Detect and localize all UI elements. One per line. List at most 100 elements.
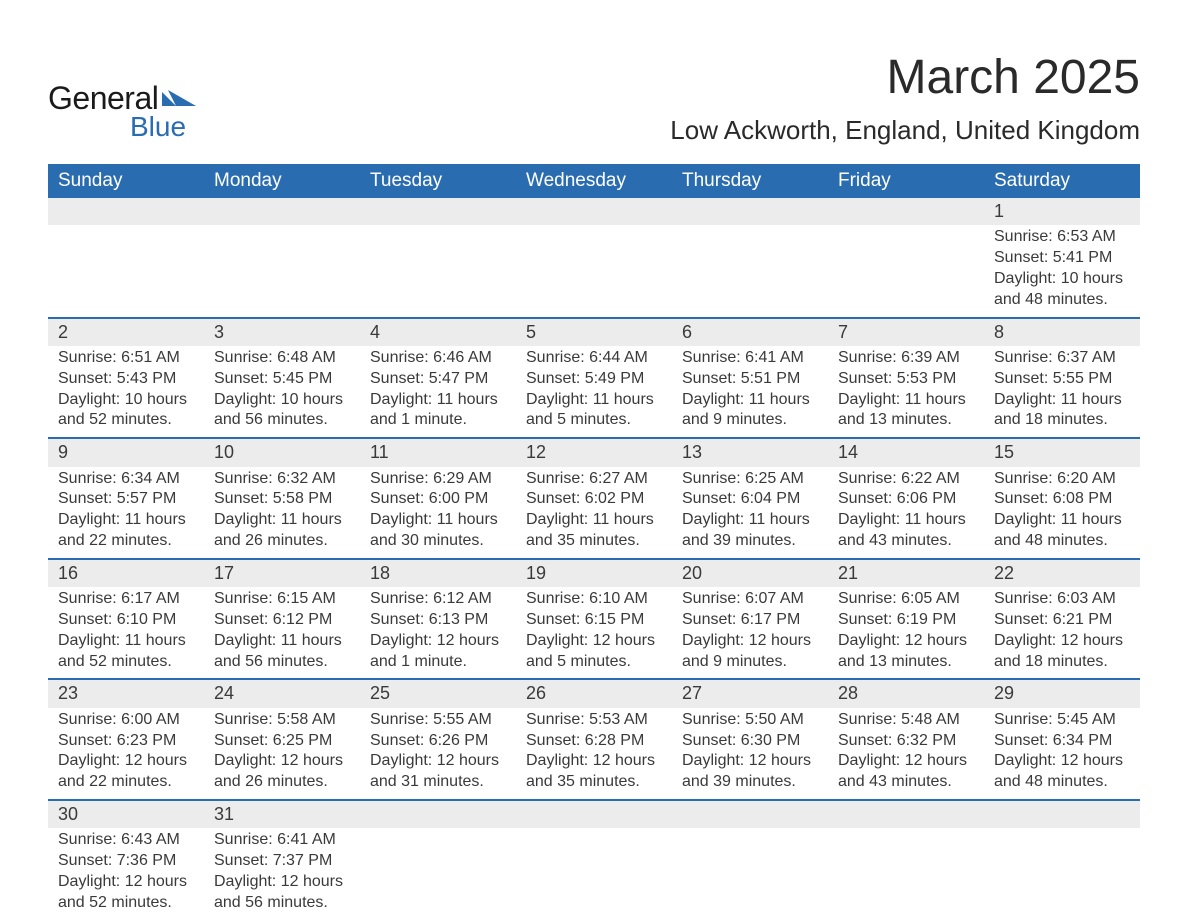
daylight-text-2: and 52 minutes. (58, 893, 194, 914)
daylight-text-1: Daylight: 11 hours (58, 631, 194, 652)
day-number-cell: 27 (672, 679, 828, 707)
sunrise-text: Sunrise: 6:37 AM (994, 348, 1130, 369)
day-number-cell (204, 198, 360, 225)
daylight-text-2: and 22 minutes. (58, 531, 194, 552)
day-detail-cell: Sunrise: 6:44 AMSunset: 5:49 PMDaylight:… (516, 346, 672, 438)
sunrise-text: Sunrise: 6:22 AM (838, 469, 974, 490)
sunrise-text: Sunrise: 6:41 AM (214, 830, 350, 851)
sunrise-text: Sunrise: 6:15 AM (214, 589, 350, 610)
sunset-text: Sunset: 6:32 PM (838, 731, 974, 752)
daylight-text-1: Daylight: 12 hours (214, 751, 350, 772)
day-number-cell: 10 (204, 438, 360, 466)
daylight-text-2: and 30 minutes. (370, 531, 506, 552)
day-detail-cell: Sunrise: 6:12 AMSunset: 6:13 PMDaylight:… (360, 587, 516, 679)
day-number-cell: 14 (828, 438, 984, 466)
sunrise-text: Sunrise: 6:12 AM (370, 589, 506, 610)
day-number-cell: 1 (984, 198, 1140, 225)
daylight-text-1: Daylight: 12 hours (838, 631, 974, 652)
day-number-cell (516, 198, 672, 225)
daylight-text-2: and 22 minutes. (58, 772, 194, 793)
day-number-cell: 15 (984, 438, 1140, 466)
sunrise-text: Sunrise: 6:03 AM (994, 589, 1130, 610)
day-detail-cell: Sunrise: 5:50 AMSunset: 6:30 PMDaylight:… (672, 708, 828, 800)
sunrise-text: Sunrise: 6:41 AM (682, 348, 818, 369)
sunset-text: Sunset: 5:58 PM (214, 489, 350, 510)
day-detail-cell (672, 225, 828, 317)
day-detail-cell (828, 828, 984, 919)
day-detail-cell (204, 225, 360, 317)
sunset-text: Sunset: 6:00 PM (370, 489, 506, 510)
day-detail-cell: Sunrise: 6:05 AMSunset: 6:19 PMDaylight:… (828, 587, 984, 679)
daylight-text-2: and 56 minutes. (214, 893, 350, 914)
day-detail-cell (360, 225, 516, 317)
day-detail-cell: Sunrise: 6:41 AMSunset: 5:51 PMDaylight:… (672, 346, 828, 438)
day-number-cell: 29 (984, 679, 1140, 707)
sunset-text: Sunset: 6:28 PM (526, 731, 662, 752)
sunrise-text: Sunrise: 6:27 AM (526, 469, 662, 490)
sunrise-text: Sunrise: 6:46 AM (370, 348, 506, 369)
sunrise-text: Sunrise: 6:17 AM (58, 589, 194, 610)
daylight-text-2: and 9 minutes. (682, 410, 818, 431)
weekday-header: Sunday (48, 164, 204, 198)
daylight-text-1: Daylight: 11 hours (214, 510, 350, 531)
daylight-text-1: Daylight: 11 hours (994, 390, 1130, 411)
weekday-header: Friday (828, 164, 984, 198)
sunrise-text: Sunrise: 5:55 AM (370, 710, 506, 731)
day-detail-cell: Sunrise: 6:29 AMSunset: 6:00 PMDaylight:… (360, 467, 516, 559)
daylight-text-1: Daylight: 12 hours (526, 751, 662, 772)
sunrise-text: Sunrise: 6:48 AM (214, 348, 350, 369)
brand-logo: General Blue (48, 80, 196, 143)
day-detail-cell: Sunrise: 5:58 AMSunset: 6:25 PMDaylight:… (204, 708, 360, 800)
daylight-text-1: Daylight: 11 hours (994, 510, 1130, 531)
day-detail-row: Sunrise: 6:51 AMSunset: 5:43 PMDaylight:… (48, 346, 1140, 438)
sunrise-text: Sunrise: 6:39 AM (838, 348, 974, 369)
weekday-header: Monday (204, 164, 360, 198)
daylight-text-2: and 1 minute. (370, 652, 506, 673)
day-detail-cell (516, 225, 672, 317)
day-detail-cell: Sunrise: 6:53 AMSunset: 5:41 PMDaylight:… (984, 225, 1140, 317)
day-number-cell: 6 (672, 318, 828, 346)
daylight-text-2: and 48 minutes. (994, 531, 1130, 552)
weekday-header: Thursday (672, 164, 828, 198)
sunset-text: Sunset: 6:19 PM (838, 610, 974, 631)
sunrise-text: Sunrise: 6:05 AM (838, 589, 974, 610)
day-number-cell: 18 (360, 559, 516, 587)
daylight-text-2: and 39 minutes. (682, 772, 818, 793)
day-detail-cell: Sunrise: 6:34 AMSunset: 5:57 PMDaylight:… (48, 467, 204, 559)
daylight-text-1: Daylight: 12 hours (682, 631, 818, 652)
day-number-cell: 7 (828, 318, 984, 346)
daylight-text-2: and 56 minutes. (214, 652, 350, 673)
day-detail-row: Sunrise: 6:53 AMSunset: 5:41 PMDaylight:… (48, 225, 1140, 317)
daylight-text-1: Daylight: 12 hours (526, 631, 662, 652)
day-number-cell (516, 800, 672, 828)
weekday-header-row: Sunday Monday Tuesday Wednesday Thursday… (48, 164, 1140, 198)
day-number-cell (360, 800, 516, 828)
day-number-cell: 11 (360, 438, 516, 466)
day-detail-cell (672, 828, 828, 919)
sunrise-text: Sunrise: 6:34 AM (58, 469, 194, 490)
daylight-text-2: and 31 minutes. (370, 772, 506, 793)
day-number-cell (48, 198, 204, 225)
sunset-text: Sunset: 6:08 PM (994, 489, 1130, 510)
calendar-table: Sunday Monday Tuesday Wednesday Thursday… (48, 164, 1140, 919)
day-number-row: 9101112131415 (48, 438, 1140, 466)
sunrise-text: Sunrise: 5:53 AM (526, 710, 662, 731)
day-number-cell: 8 (984, 318, 1140, 346)
sunrise-text: Sunrise: 6:53 AM (994, 227, 1130, 248)
daylight-text-1: Daylight: 10 hours (58, 390, 194, 411)
daylight-text-1: Daylight: 11 hours (838, 510, 974, 531)
day-detail-cell: Sunrise: 5:55 AMSunset: 6:26 PMDaylight:… (360, 708, 516, 800)
sunset-text: Sunset: 5:43 PM (58, 369, 194, 390)
day-detail-cell (828, 225, 984, 317)
sunrise-text: Sunrise: 6:00 AM (58, 710, 194, 731)
day-number-cell: 25 (360, 679, 516, 707)
day-number-cell (360, 198, 516, 225)
day-detail-cell: Sunrise: 5:45 AMSunset: 6:34 PMDaylight:… (984, 708, 1140, 800)
sunset-text: Sunset: 5:55 PM (994, 369, 1130, 390)
sunrise-text: Sunrise: 6:25 AM (682, 469, 818, 490)
sunrise-text: Sunrise: 6:07 AM (682, 589, 818, 610)
sunrise-text: Sunrise: 6:51 AM (58, 348, 194, 369)
sunset-text: Sunset: 6:30 PM (682, 731, 818, 752)
day-detail-cell (48, 225, 204, 317)
weekday-header: Wednesday (516, 164, 672, 198)
